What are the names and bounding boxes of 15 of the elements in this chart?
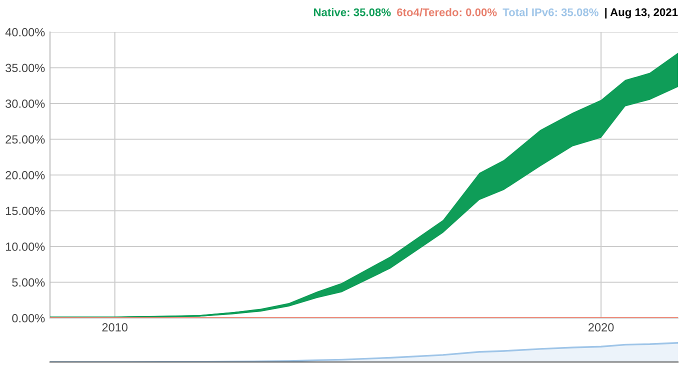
y-tick-label: 10.00% [6, 242, 45, 251]
y-tick-label: 40.00% [5, 28, 45, 36]
x-tick-label: 2020 [588, 323, 614, 332]
x-tick-label: 2010 [102, 323, 128, 332]
y-tick-label: 5.00% [12, 278, 45, 287]
y-tick-label: 25.00% [6, 135, 45, 144]
y-tick-label: 15.00% [6, 206, 45, 216]
y-tick-label: 30.00% [6, 100, 45, 108]
text: Total IPv6: 35.08% [502, 8, 598, 16]
text: 6to4/Teredo: 0.00% [397, 8, 497, 16]
y-tick-label: 0.00% [12, 314, 45, 322]
text: Native: 35.08% [314, 8, 391, 16]
text: | Aug 13, 2021 [605, 8, 678, 19]
y-tick-label: 35.00% [6, 64, 45, 72]
y-tick-label: 20.00% [6, 171, 45, 180]
